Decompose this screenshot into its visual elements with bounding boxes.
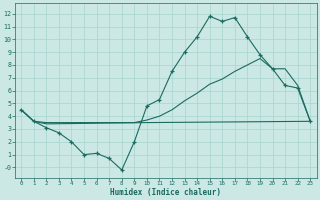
X-axis label: Humidex (Indice chaleur): Humidex (Indice chaleur) bbox=[110, 188, 221, 197]
